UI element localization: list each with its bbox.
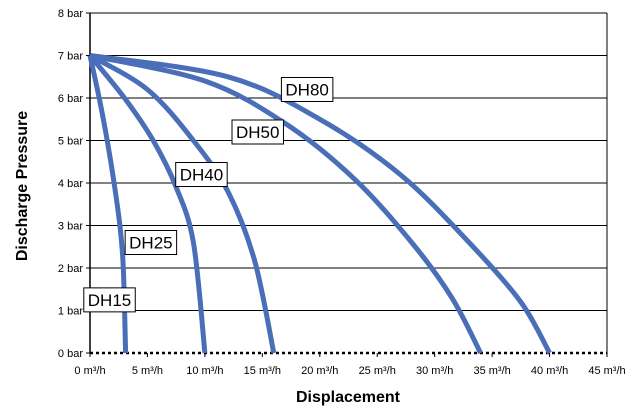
series-label-text-dh50: DH50 <box>236 123 279 142</box>
x-tick-label-45: 45 m³/h <box>588 365 625 377</box>
series-label-box-dh25 <box>124 230 178 255</box>
series-line-dh15 <box>87 54 129 354</box>
y-tick-label-2: 2 bar <box>58 263 83 275</box>
series-label-dh80: DH80 <box>280 77 334 102</box>
y-tick-label-0: 0 bar <box>58 348 83 360</box>
series-line-dh50 <box>89 53 483 355</box>
y-tick-label-8: 8 bar <box>58 8 83 20</box>
series-labels: DH15 DH25 DH40 DH50 DH80 <box>83 77 334 313</box>
x-tick-label-35: 35 m³/h <box>473 365 510 377</box>
y-tick-label-7: 7 bar <box>58 51 83 63</box>
y-tick-label-6: 6 bar <box>58 93 83 105</box>
series-label-dh40: DH40 <box>175 162 228 187</box>
series-label-dh50: DH50 <box>231 119 284 145</box>
series <box>87 53 552 355</box>
series-label-text-dh80: DH80 <box>285 81 328 100</box>
x-tick-label-15: 15 m³/h <box>244 365 281 377</box>
y-tick-label-4: 4 bar <box>58 178 83 190</box>
series-label-dh15: DH15 <box>83 287 136 313</box>
y-tick-label-3: 3 bar <box>58 221 83 233</box>
y-axis-title: Discharge Pressure <box>14 111 31 261</box>
y-tick-label-5: 5 bar <box>58 136 83 148</box>
series-label-box-dh40 <box>175 162 228 187</box>
series-label-text-dh15: DH15 <box>88 291 131 310</box>
x-tick-label-10: 10 m³/h <box>186 365 223 377</box>
y-tick-label-1: 1 bar <box>58 306 83 318</box>
series-label-box-dh50 <box>231 119 284 145</box>
series-line-dh25 <box>88 53 208 354</box>
x-tick-label-20: 20 m³/h <box>301 365 338 377</box>
x-tick-label-25: 25 m³/h <box>359 365 396 377</box>
series-line-dh80 <box>89 53 552 355</box>
axes: 0 bar 1 bar 2 bar 3 bar 4 bar 5 bar 6 bar 7 bar… <box>58 8 626 377</box>
x-tick-label-30: 30 m³/h <box>416 365 453 377</box>
x-tick-label-40: 40 m³/h <box>531 365 568 377</box>
x-tick-label-0: 0 m³/h <box>74 365 105 377</box>
x-axis-title: Displacement <box>296 389 401 406</box>
series-label-text-dh25: DH25 <box>129 234 172 253</box>
series-label-text-dh40: DH40 <box>180 166 223 185</box>
series-label-box-dh80 <box>280 77 334 102</box>
series-label-dh25: DH25 <box>124 230 178 255</box>
series-label-box-dh15 <box>83 287 136 313</box>
x-tick-label-5: 5 m³/h <box>132 365 163 377</box>
